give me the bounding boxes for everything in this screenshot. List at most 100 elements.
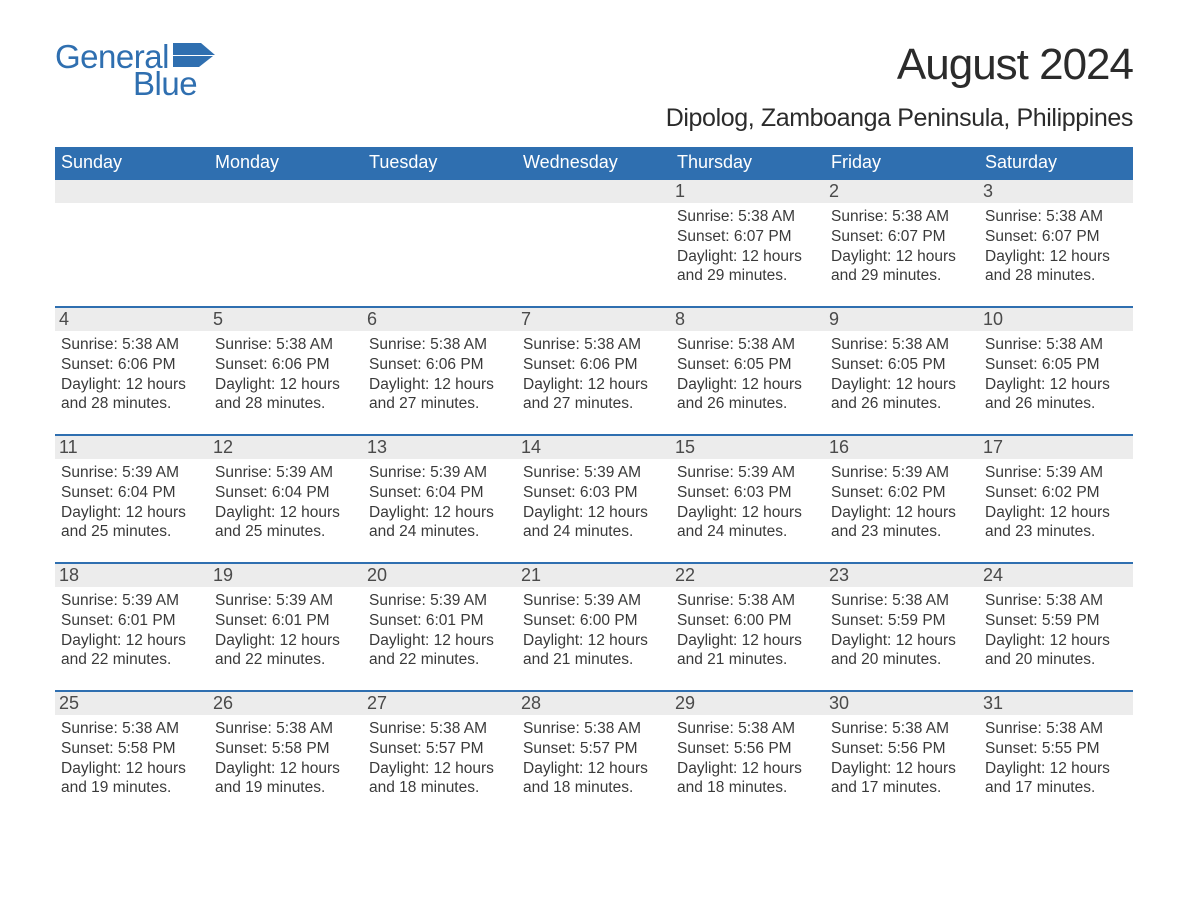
sunrise-text: Sunrise: 5:38 AM — [985, 207, 1129, 227]
daylight-text: Daylight: 12 hours and 18 minutes. — [369, 759, 513, 799]
sunrise-text: Sunrise: 5:38 AM — [677, 207, 821, 227]
sunset-text: Sunset: 5:58 PM — [61, 739, 205, 759]
day-number: 10 — [979, 306, 1133, 331]
day-details: Sunrise: 5:38 AMSunset: 5:58 PMDaylight:… — [213, 719, 359, 798]
day-number: 12 — [209, 434, 363, 459]
sunset-text: Sunset: 6:07 PM — [831, 227, 975, 247]
sunset-text: Sunset: 5:56 PM — [831, 739, 975, 759]
sunrise-text: Sunrise: 5:39 AM — [985, 463, 1129, 483]
daylight-text: Daylight: 12 hours and 19 minutes. — [61, 759, 205, 799]
sunrise-text: Sunrise: 5:38 AM — [677, 335, 821, 355]
day-details: Sunrise: 5:38 AMSunset: 6:07 PMDaylight:… — [675, 207, 821, 286]
daylight-text: Daylight: 12 hours and 20 minutes. — [985, 631, 1129, 671]
day-number: 27 — [363, 690, 517, 715]
sunset-text: Sunset: 6:00 PM — [677, 611, 821, 631]
calendar-cell — [55, 178, 209, 306]
sunrise-text: Sunrise: 5:39 AM — [369, 591, 513, 611]
calendar-cell — [209, 178, 363, 306]
day-number: 29 — [671, 690, 825, 715]
calendar-cell: 10 Sunrise: 5:38 AMSunset: 6:05 PMDayligh… — [979, 306, 1133, 434]
daylight-text: Daylight: 12 hours and 17 minutes. — [831, 759, 975, 799]
day-details: Sunrise: 5:39 AMSunset: 6:03 PMDaylight:… — [675, 463, 821, 542]
day-number: 14 — [517, 434, 671, 459]
day-details: Sunrise: 5:39 AMSunset: 6:04 PMDaylight:… — [59, 463, 205, 542]
daylight-text: Daylight: 12 hours and 24 minutes. — [523, 503, 667, 543]
day-details: Sunrise: 5:39 AMSunset: 6:02 PMDaylight:… — [983, 463, 1129, 542]
sunrise-text: Sunrise: 5:39 AM — [61, 591, 205, 611]
day-number: 15 — [671, 434, 825, 459]
sunset-text: Sunset: 6:05 PM — [831, 355, 975, 375]
day-number: 7 — [517, 306, 671, 331]
sunrise-text: Sunrise: 5:38 AM — [831, 719, 975, 739]
daylight-text: Daylight: 12 hours and 28 minutes. — [985, 247, 1129, 287]
day-details: Sunrise: 5:38 AMSunset: 6:05 PMDaylight:… — [829, 335, 975, 414]
sunrise-text: Sunrise: 5:38 AM — [985, 719, 1129, 739]
sunset-text: Sunset: 6:01 PM — [61, 611, 205, 631]
calendar-cell: 23Sunrise: 5:38 AMSunset: 5:59 PMDayligh… — [825, 562, 979, 690]
sunset-text: Sunset: 6:02 PM — [985, 483, 1129, 503]
calendar-cell: 27 Sunrise: 5:38 AMSunset: 5:57 PMDayligh… — [363, 690, 517, 818]
sunrise-text: Sunrise: 5:38 AM — [523, 719, 667, 739]
week-row: 11Sunrise: 5:39 AMSunset: 6:04 PMDayligh… — [55, 434, 1133, 562]
calendar-cell: 28Sunrise: 5:38 AMSunset: 5:57 PMDayligh… — [517, 690, 671, 818]
day-number: 6 — [363, 306, 517, 331]
calendar-cell: 8Sunrise: 5:38 AMSunset: 6:05 PMDaylight… — [671, 306, 825, 434]
calendar: Sunday Monday Tuesday Wednesday Thursday… — [55, 147, 1133, 818]
sunset-text: Sunset: 6:04 PM — [61, 483, 205, 503]
day-details: Sunrise: 5:39 AMSunset: 6:04 PMDaylight:… — [367, 463, 513, 542]
day-header-sunday: Sunday — [55, 147, 209, 178]
daylight-text: Daylight: 12 hours and 27 minutes. — [523, 375, 667, 415]
daylight-text: Daylight: 12 hours and 26 minutes. — [831, 375, 975, 415]
day-details: Sunrise: 5:39 AMSunset: 6:00 PMDaylight:… — [521, 591, 667, 670]
daylight-text: Daylight: 12 hours and 25 minutes. — [215, 503, 359, 543]
sunset-text: Sunset: 5:58 PM — [215, 739, 359, 759]
day-number: 4 — [55, 306, 209, 331]
sunset-text: Sunset: 6:04 PM — [369, 483, 513, 503]
day-number: 19 — [209, 562, 363, 587]
calendar-cell: 24Sunrise: 5:38 AMSunset: 5:59 PMDayligh… — [979, 562, 1133, 690]
day-details: Sunrise: 5:38 AMSunset: 5:57 PMDaylight:… — [367, 719, 513, 798]
sunrise-text: Sunrise: 5:39 AM — [523, 463, 667, 483]
sunrise-text: Sunrise: 5:39 AM — [61, 463, 205, 483]
day-details: Sunrise: 5:38 AMSunset: 5:57 PMDaylight:… — [521, 719, 667, 798]
day-details: Sunrise: 5:38 AMSunset: 5:59 PMDaylight:… — [983, 591, 1129, 670]
daylight-text: Daylight: 12 hours and 21 minutes. — [677, 631, 821, 671]
title-block: August 2024 Dipolog, Zamboanga Peninsula… — [666, 40, 1133, 133]
day-header-wednesday: Wednesday — [517, 147, 671, 178]
calendar-cell: 4Sunrise: 5:38 AMSunset: 6:06 PMDaylight… — [55, 306, 209, 434]
sunrise-text: Sunrise: 5:38 AM — [677, 591, 821, 611]
day-details: Sunrise: 5:38 AMSunset: 6:00 PMDaylight:… — [675, 591, 821, 670]
day-number — [209, 178, 363, 203]
calendar-cell: 25Sunrise: 5:38 AMSunset: 5:58 PMDayligh… — [55, 690, 209, 818]
day-number: 17 — [979, 434, 1133, 459]
sunset-text: Sunset: 5:55 PM — [985, 739, 1129, 759]
day-number: 22 — [671, 562, 825, 587]
day-details: Sunrise: 5:38 AMSunset: 5:56 PMDaylight:… — [829, 719, 975, 798]
calendar-cell: 19Sunrise: 5:39 AMSunset: 6:01 PMDayligh… — [209, 562, 363, 690]
daylight-text: Daylight: 12 hours and 22 minutes. — [369, 631, 513, 671]
day-number — [55, 178, 209, 203]
calendar-cell: 26Sunrise: 5:38 AMSunset: 5:58 PMDayligh… — [209, 690, 363, 818]
calendar-cell: 16Sunrise: 5:39 AMSunset: 6:02 PMDayligh… — [825, 434, 979, 562]
day-number: 3 — [979, 178, 1133, 203]
sunrise-text: Sunrise: 5:39 AM — [523, 591, 667, 611]
day-details: Sunrise: 5:38 AMSunset: 6:05 PMDaylight:… — [983, 335, 1129, 414]
day-details: Sunrise: 5:38 AMSunset: 5:56 PMDaylight:… — [675, 719, 821, 798]
daylight-text: Daylight: 12 hours and 28 minutes. — [61, 375, 205, 415]
daylight-text: Daylight: 12 hours and 21 minutes. — [523, 631, 667, 671]
day-details: Sunrise: 5:38 AMSunset: 6:07 PMDaylight:… — [829, 207, 975, 286]
sunrise-text: Sunrise: 5:38 AM — [369, 335, 513, 355]
day-number: 9 — [825, 306, 979, 331]
calendar-cell: 18Sunrise: 5:39 AMSunset: 6:01 PMDayligh… — [55, 562, 209, 690]
sunset-text: Sunset: 6:06 PM — [369, 355, 513, 375]
day-number: 13 — [363, 434, 517, 459]
calendar-cell: 13 Sunrise: 5:39 AMSunset: 6:04 PMDayligh… — [363, 434, 517, 562]
day-header-tuesday: Tuesday — [363, 147, 517, 178]
sunset-text: Sunset: 6:02 PM — [831, 483, 975, 503]
calendar-cell: 22 Sunrise: 5:38 AMSunset: 6:00 PMDayligh… — [671, 562, 825, 690]
sunrise-text: Sunrise: 5:38 AM — [523, 335, 667, 355]
sunrise-text: Sunrise: 5:39 AM — [677, 463, 821, 483]
sunrise-text: Sunrise: 5:38 AM — [369, 719, 513, 739]
sunset-text: Sunset: 6:01 PM — [369, 611, 513, 631]
week-row: 1Sunrise: 5:38 AMSunset: 6:07 PMDaylight… — [55, 178, 1133, 306]
